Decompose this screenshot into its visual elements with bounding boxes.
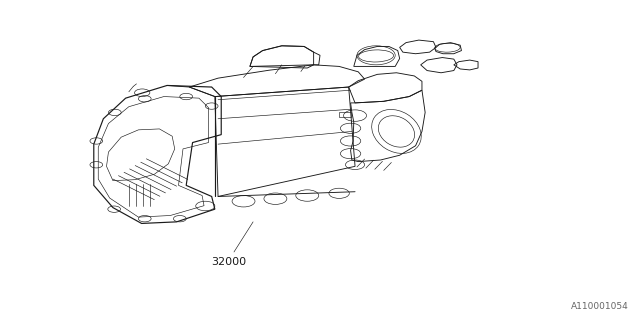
Text: 32000: 32000 xyxy=(211,257,246,267)
Text: A110001054: A110001054 xyxy=(572,302,629,311)
